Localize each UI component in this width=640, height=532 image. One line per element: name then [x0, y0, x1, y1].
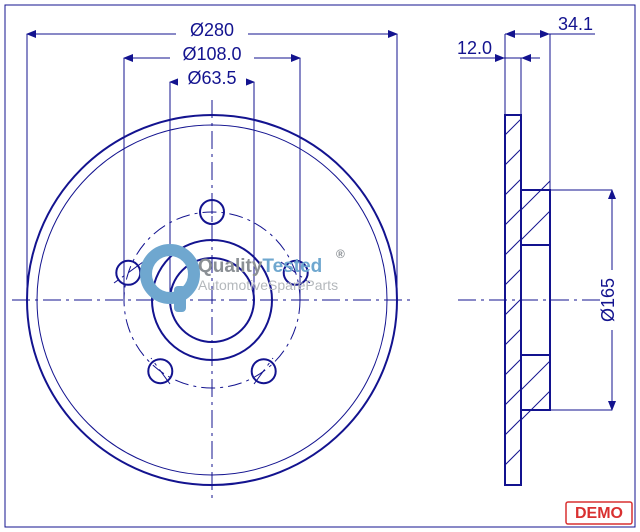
logo-line2: AutomotiveSpareParts	[198, 277, 338, 293]
front-view	[12, 100, 412, 500]
logo-line1a: Quality	[198, 256, 263, 277]
dim-t34_1: 34.1	[505, 14, 595, 190]
dim-d165-label: Ø165	[598, 278, 618, 322]
dim-t34_1-label: 34.1	[558, 14, 593, 34]
logo-registered: ®	[336, 247, 345, 261]
logo-line1b: Tested	[262, 256, 322, 277]
dimensions: Ø280 Ø108.0 Ø63.5 34.1	[27, 14, 623, 410]
dim-d108-label: Ø108.0	[182, 44, 241, 64]
dim-t12_0-label: 12.0	[457, 38, 492, 58]
dim-t12_0: 12.0	[457, 38, 540, 115]
side-view	[458, 115, 620, 485]
demo-text: DEMO	[575, 505, 623, 522]
dim-d280-label: Ø280	[190, 20, 234, 40]
svg-text:QualityTested: QualityTested	[198, 256, 322, 277]
demo-stamp: DEMO	[566, 502, 632, 524]
dim-d63_5-label: Ø63.5	[187, 68, 236, 88]
